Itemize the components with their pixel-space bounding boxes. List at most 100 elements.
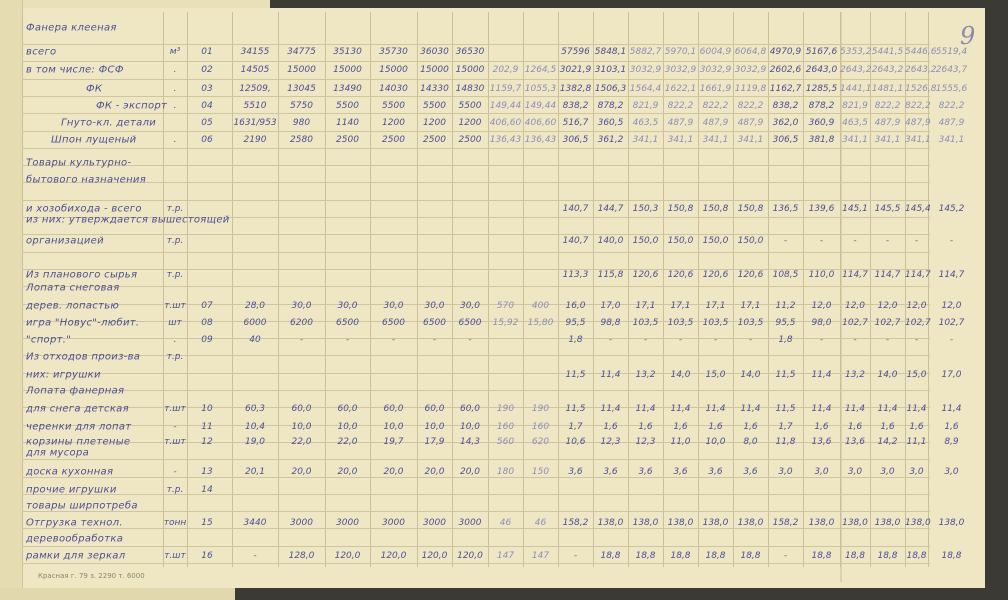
- value-cell: 160: [531, 422, 550, 432]
- value-cell: 14,0: [740, 370, 761, 380]
- value-cell: 2190: [243, 135, 267, 145]
- value-cell: 620: [531, 437, 550, 447]
- value-cell: 18,8: [811, 551, 832, 561]
- value-cell: 1,6: [944, 422, 959, 432]
- row-label: Из планового сырья: [26, 269, 138, 281]
- value-cell: 6500: [458, 318, 482, 328]
- unit-cell: -: [173, 467, 177, 477]
- value-cell: 18,8: [670, 551, 691, 561]
- value-cell: 14505: [240, 65, 270, 75]
- value-cell: -: [468, 335, 472, 345]
- column-rule: [523, 12, 524, 567]
- value-cell: 1,6: [847, 422, 863, 432]
- value-cell: 110,0: [808, 270, 835, 280]
- unit-cell: м³: [169, 47, 181, 57]
- value-cell: 103,5: [632, 318, 659, 328]
- value-cell: 487,9: [702, 118, 729, 128]
- value-cell: 202,9: [492, 65, 519, 75]
- value-cell: 341,1: [632, 135, 659, 145]
- value-cell: 6064,8: [734, 47, 767, 57]
- value-cell: 4970,9: [769, 47, 802, 57]
- column-rule: [928, 12, 929, 567]
- line-code-cell: 07: [201, 301, 213, 311]
- value-cell: 3000: [423, 518, 446, 528]
- value-cell: 12,0: [811, 301, 832, 311]
- value-cell: 1,8: [568, 335, 583, 345]
- value-cell: 149,44: [489, 101, 522, 111]
- value-cell: 158,2: [562, 518, 589, 528]
- value-cell: 11,5: [565, 370, 586, 380]
- value-cell: 11,4: [941, 404, 962, 414]
- value-cell: 560: [496, 437, 515, 447]
- value-cell: 120,6: [737, 270, 764, 280]
- value-cell: 15000: [287, 65, 316, 75]
- value-cell: 3,0: [944, 467, 959, 477]
- value-cell: 14,0: [877, 370, 898, 380]
- value-cell: 15,92: [492, 318, 519, 328]
- value-cell: 570: [496, 301, 515, 311]
- row-label: черенки для лопат: [26, 421, 132, 433]
- row-rule: [22, 182, 930, 183]
- value-cell: 147: [531, 551, 550, 561]
- value-cell: 20,0: [337, 467, 358, 477]
- value-cell: 6500: [382, 318, 405, 328]
- value-cell: 487,9: [938, 118, 965, 128]
- value-cell: 3,0: [909, 467, 924, 477]
- value-cell: 463,5: [842, 118, 868, 128]
- line-code-cell: 14: [201, 485, 213, 495]
- line-code-cell: 06: [201, 135, 213, 145]
- row-label: Отгрузка технол.: [26, 517, 123, 529]
- column-rule: [278, 12, 279, 567]
- row-rule: [22, 338, 930, 339]
- value-cell: 1140: [336, 118, 359, 128]
- row-rule: [22, 269, 930, 270]
- value-cell: 6000: [243, 318, 267, 328]
- value-cell: 150,8: [667, 204, 694, 214]
- value-cell: 138,0: [842, 518, 868, 528]
- value-cell: 5167,6: [805, 47, 838, 57]
- value-cell: 3,6: [708, 467, 723, 477]
- value-cell: 487,9: [667, 118, 694, 128]
- unit-cell: шт: [168, 318, 182, 328]
- value-cell: 3000: [290, 518, 313, 528]
- value-cell: 8,9: [944, 437, 959, 447]
- value-cell: 60,0: [383, 404, 404, 414]
- line-code-cell: 11: [201, 422, 213, 432]
- row-label: ФК - экспорт: [96, 100, 168, 112]
- value-cell: 6500: [336, 318, 359, 328]
- value-cell: -: [853, 335, 857, 345]
- value-cell: 136,43: [489, 135, 522, 145]
- value-cell: 46: [534, 518, 547, 528]
- value-cell: 95,5: [775, 318, 796, 328]
- line-code-cell: 13: [201, 467, 213, 477]
- value-cell: 18,8: [877, 551, 898, 561]
- row-rule: [22, 355, 930, 356]
- value-cell: 1,6: [708, 422, 723, 432]
- value-cell: 2643,0: [805, 65, 838, 75]
- column-rule: [558, 12, 559, 567]
- column-rule: [840, 12, 841, 567]
- value-cell: 120,6: [667, 270, 694, 280]
- value-cell: 150: [531, 467, 550, 477]
- value-cell: 98,8: [600, 318, 621, 328]
- value-cell: -: [783, 551, 788, 561]
- value-cell: 20,0: [383, 467, 404, 477]
- value-cell: 362,0: [772, 118, 799, 128]
- column-rule: [593, 12, 594, 567]
- value-cell: 30,0: [291, 301, 312, 311]
- value-cell: 120,6: [632, 270, 659, 280]
- value-cell: 822,2: [667, 101, 694, 111]
- value-cell: -: [748, 335, 753, 345]
- value-cell: 34775: [287, 47, 316, 57]
- row-label: деревообработка: [26, 533, 124, 545]
- row-rule: [22, 494, 930, 495]
- value-cell: 13,2: [844, 370, 866, 380]
- value-cell: 17,1: [705, 301, 726, 311]
- value-cell: 2643,7: [935, 65, 968, 75]
- value-cell: 145,1: [842, 204, 868, 214]
- value-cell: 102,7: [938, 318, 965, 328]
- unit-cell: т.р.: [166, 204, 184, 214]
- unit-cell: т.р.: [166, 352, 184, 362]
- value-cell: 114,7: [905, 270, 931, 280]
- value-cell: -: [885, 335, 890, 345]
